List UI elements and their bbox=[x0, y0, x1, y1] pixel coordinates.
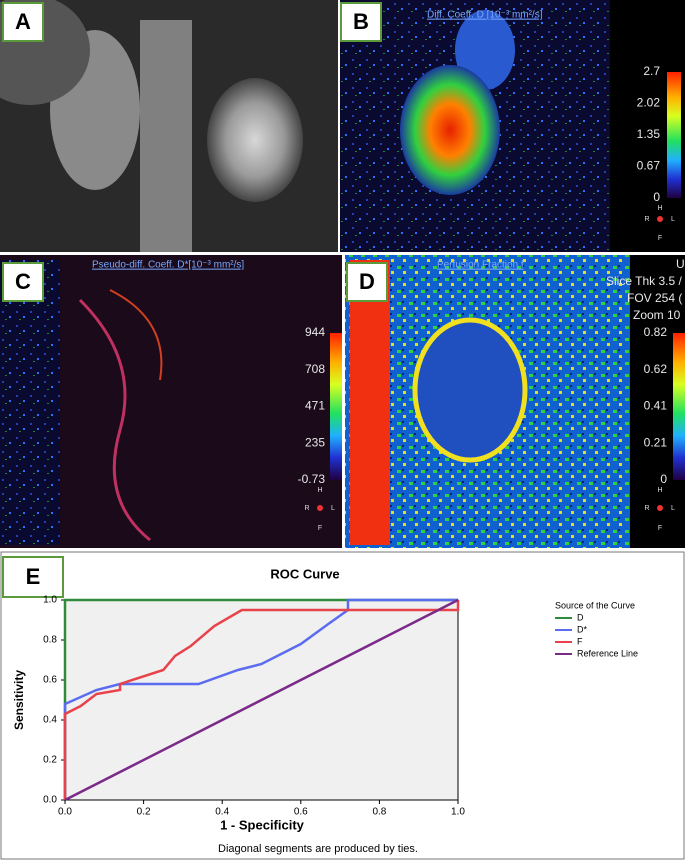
orientation: H R L F bbox=[644, 205, 675, 242]
orient-label: F bbox=[658, 235, 662, 242]
orient-label: H bbox=[317, 487, 322, 494]
y-tick-label: 0.8 bbox=[43, 635, 57, 646]
colorbar-label: 0.21 bbox=[644, 435, 668, 449]
panel-e: E ROC Curve 1 - Specificity Sensitivity … bbox=[0, 551, 685, 860]
roc-curve bbox=[64, 598, 459, 802]
panel-d: D Perfusion Fraction f U Slice Thk 3.5 /… bbox=[345, 255, 685, 548]
colorbar-label: 0.82 bbox=[644, 325, 668, 339]
panel-label: B bbox=[353, 9, 369, 34]
vessel-region bbox=[350, 260, 390, 545]
x-tick-label: 0.0 bbox=[58, 807, 72, 818]
y-tick-label: 0.6 bbox=[43, 675, 57, 686]
y-tick-label: 0.2 bbox=[43, 755, 57, 766]
colorbar-label: 235 bbox=[305, 435, 325, 449]
organ bbox=[455, 10, 515, 90]
y-tick-label: 1.0 bbox=[43, 595, 57, 606]
panel-label: D bbox=[359, 269, 375, 294]
orient-marker bbox=[657, 216, 663, 222]
panel-label: A bbox=[15, 9, 31, 34]
orient-label: F bbox=[318, 525, 322, 532]
orient-label: R bbox=[644, 505, 649, 512]
x-axis-label: 1 - Specificity bbox=[220, 817, 305, 832]
panel-label-box bbox=[2, 262, 44, 302]
panel-label-box bbox=[2, 2, 44, 42]
x-tick-label: 0.8 bbox=[372, 807, 386, 818]
info-text: Zoom 10 bbox=[633, 308, 681, 322]
info-text: U bbox=[676, 257, 685, 271]
colorbar-label: -0.73 bbox=[298, 472, 326, 486]
panel-c: C Pseudo-diff. Coeff. D*[10⁻³ mm²/s] 944… bbox=[0, 255, 342, 548]
panel-a: A bbox=[0, 0, 338, 252]
colorbar-label: 0 bbox=[653, 190, 660, 204]
info-text: Slice Thk 3.5 / bbox=[606, 274, 682, 288]
panel-label: E bbox=[26, 564, 41, 589]
tumor-map bbox=[412, 317, 528, 463]
colorbar-label: 0.67 bbox=[637, 159, 661, 173]
map-title: Diff. Coeff. D [10⁻³ mm²/s] bbox=[427, 10, 543, 21]
y-tick-label: 0.0 bbox=[43, 795, 57, 806]
chart-title: ROC Curve bbox=[270, 566, 339, 581]
chart-note: Diagonal segments are produced by ties. bbox=[218, 843, 418, 855]
orient-label: H bbox=[657, 205, 662, 212]
orient-marker bbox=[317, 505, 323, 511]
map-region bbox=[0, 260, 60, 545]
map-title: Perfusion Fraction f bbox=[437, 260, 524, 271]
legend-label: F bbox=[577, 636, 583, 646]
colorbar-label: 1.35 bbox=[637, 127, 661, 141]
legend-label: D bbox=[577, 612, 584, 622]
x-tick-label: 1.0 bbox=[451, 807, 465, 818]
x-tick-label: 0.4 bbox=[215, 807, 229, 818]
legend-label: D* bbox=[577, 624, 587, 634]
y-tick-label: 0.4 bbox=[43, 715, 57, 726]
colorbar-label: 471 bbox=[305, 399, 325, 413]
colorbar-label: 2.7 bbox=[643, 64, 660, 78]
roc-curve bbox=[63, 600, 460, 800]
legend-label: Reference Line bbox=[577, 648, 638, 658]
panel-b: B Diff. Coeff. D [10⁻³ mm²/s] 2.7 2.02 1.3… bbox=[340, 0, 685, 252]
colorbar-label: 0.41 bbox=[644, 399, 668, 413]
orient-marker bbox=[657, 505, 663, 511]
orient-label: R bbox=[304, 505, 309, 512]
colorbar-label: 0 bbox=[660, 472, 667, 486]
orientation: H R L F bbox=[304, 487, 335, 532]
legend-title: Source of the Curve bbox=[555, 600, 635, 610]
roc-curve bbox=[63, 598, 458, 800]
colorbar bbox=[667, 72, 681, 198]
orient-label: L bbox=[331, 505, 335, 512]
orientation: H R L F bbox=[644, 487, 675, 532]
colorbar-label: 0.62 bbox=[644, 362, 668, 376]
panel-label: C bbox=[15, 269, 31, 294]
x-tick-label: 0.6 bbox=[294, 807, 308, 818]
x-tick-label: 0.2 bbox=[137, 807, 151, 818]
colorbar bbox=[673, 333, 685, 480]
tumor bbox=[207, 78, 303, 202]
colorbar-label: 944 bbox=[305, 325, 325, 339]
orient-label: L bbox=[671, 505, 675, 512]
orient-label: L bbox=[671, 216, 675, 223]
panel-label-box bbox=[340, 2, 382, 42]
vessel bbox=[109, 289, 163, 381]
spine bbox=[140, 20, 192, 252]
panel-label-box bbox=[2, 556, 64, 598]
map-title: Pseudo-diff. Coeff. D*[10⁻³ mm²/s] bbox=[92, 260, 244, 271]
orient-label: F bbox=[658, 525, 662, 532]
vessel bbox=[78, 298, 151, 542]
tumor-map bbox=[400, 65, 500, 195]
colorbar bbox=[330, 333, 342, 480]
orient-label: H bbox=[657, 487, 662, 494]
y-axis-label: Sensitivity bbox=[12, 670, 26, 730]
colorbar-label: 708 bbox=[305, 362, 325, 376]
panel-label-box bbox=[346, 262, 388, 302]
colorbar-label: 2.02 bbox=[637, 96, 661, 110]
info-text: FOV 254 ( bbox=[627, 291, 682, 305]
orient-label: R bbox=[644, 216, 649, 223]
